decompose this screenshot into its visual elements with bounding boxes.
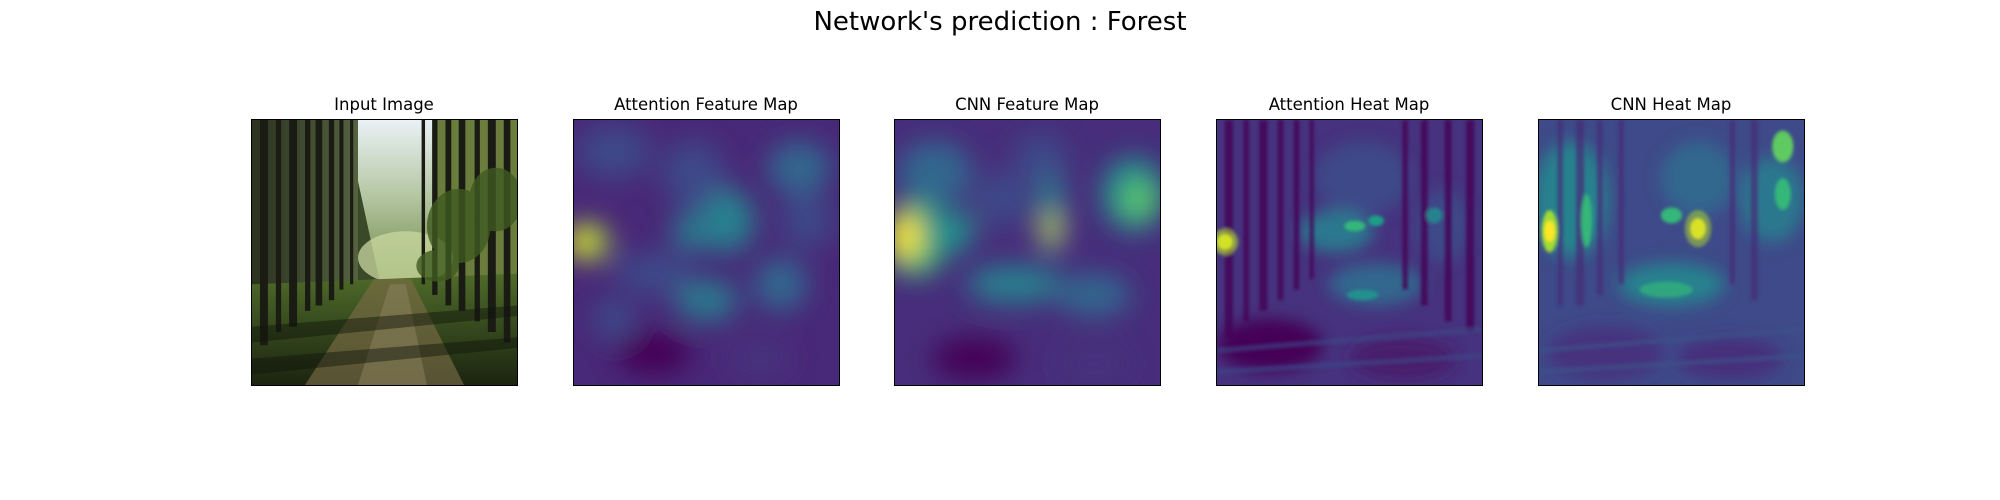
attention-feature-map — [573, 119, 840, 386]
panel-title-attention-feature-map: Attention Feature Map — [614, 95, 798, 114]
attention-heat-map — [1216, 119, 1483, 386]
figure-title: Network's prediction : Forest — [813, 7, 1187, 37]
panel-title-cnn-feature-map: CNN Feature Map — [955, 95, 1099, 114]
input-image — [251, 119, 518, 386]
cnn-heat-map — [1538, 119, 1805, 386]
panel-title-cnn-heat-map: CNN Heat Map — [1610, 95, 1732, 114]
panel-title-input-image: Input Image — [334, 95, 434, 114]
panel-title-attention-heat-map: Attention Heat Map — [1268, 95, 1430, 114]
cnn-feature-map — [894, 119, 1161, 386]
